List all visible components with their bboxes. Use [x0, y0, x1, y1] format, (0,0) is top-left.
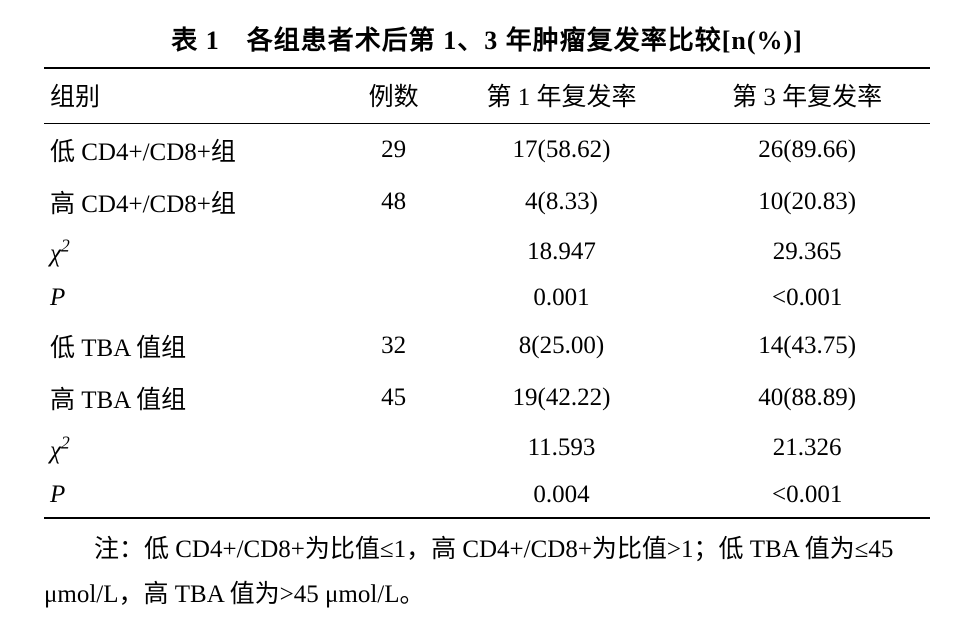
- cell-year1: 8(25.00): [439, 320, 685, 372]
- cell-year1: 4(8.33): [439, 176, 685, 228]
- table-row: 高 CD4+/CD8+组484(8.33)10(20.83): [44, 176, 930, 228]
- cell-year3: 26(89.66): [684, 124, 930, 177]
- table-title: 表 1 各组患者术后第 1、3 年肿瘤复发率比较[n(%)]: [44, 20, 930, 57]
- table-row: χ2 18.94729.365: [44, 228, 930, 276]
- cell-year1: 0.004: [439, 473, 685, 518]
- cell-year3: <0.001: [684, 276, 930, 320]
- cell-n: [348, 473, 438, 518]
- col-header-group: 组别: [44, 68, 348, 124]
- cell-year3: 21.326: [684, 424, 930, 472]
- cell-group-label: P: [44, 473, 348, 518]
- cell-n: 29: [348, 124, 438, 177]
- cell-year1: 18.947: [439, 228, 685, 276]
- cell-group-label: χ2: [44, 228, 348, 276]
- table-row: 高 TBA 值组4519(42.22)40(88.89): [44, 372, 930, 424]
- cell-n: 32: [348, 320, 438, 372]
- page: 表 1 各组患者术后第 1、3 年肿瘤复发率比较[n(%)] 组别 例数 第 1…: [0, 0, 974, 617]
- cell-year1: 0.001: [439, 276, 685, 320]
- table-row: 低 CD4+/CD8+组2917(58.62)26(89.66): [44, 124, 930, 177]
- cell-group-label: 低 TBA 值组: [44, 320, 348, 372]
- table-row: P 0.004<0.001: [44, 473, 930, 518]
- col-header-n: 例数: [348, 68, 438, 124]
- cell-year1: 11.593: [439, 424, 685, 472]
- cell-n: [348, 276, 438, 320]
- cell-n: 48: [348, 176, 438, 228]
- cell-year3: 29.365: [684, 228, 930, 276]
- cell-year1: 17(58.62): [439, 124, 685, 177]
- cell-group-label: 低 CD4+/CD8+组: [44, 124, 348, 177]
- cell-group-label: χ2: [44, 424, 348, 472]
- cell-year1: 19(42.22): [439, 372, 685, 424]
- cell-group-label: P: [44, 276, 348, 320]
- cell-n: [348, 228, 438, 276]
- table-row: P 0.001<0.001: [44, 276, 930, 320]
- cell-year3: 40(88.89): [684, 372, 930, 424]
- table-header-row: 组别 例数 第 1 年复发率 第 3 年复发率: [44, 68, 930, 124]
- cell-n: 45: [348, 372, 438, 424]
- cell-year3: 14(43.75): [684, 320, 930, 372]
- table-row: χ2 11.59321.326: [44, 424, 930, 472]
- col-header-y3: 第 3 年复发率: [684, 68, 930, 124]
- cell-group-label: 高 TBA 值组: [44, 372, 348, 424]
- table-row: 低 TBA 值组328(25.00)14(43.75): [44, 320, 930, 372]
- cell-group-label: 高 CD4+/CD8+组: [44, 176, 348, 228]
- cell-n: [348, 424, 438, 472]
- table-body: 低 CD4+/CD8+组2917(58.62)26(89.66)高 CD4+/C…: [44, 124, 930, 518]
- table-footnote: 注：低 CD4+/CD8+为比值≤1，高 CD4+/CD8+为比值>1；低 TB…: [44, 527, 930, 617]
- data-table: 组别 例数 第 1 年复发率 第 3 年复发率 低 CD4+/CD8+组2917…: [44, 67, 930, 519]
- col-header-y1: 第 1 年复发率: [439, 68, 685, 124]
- cell-year3: <0.001: [684, 473, 930, 518]
- cell-year3: 10(20.83): [684, 176, 930, 228]
